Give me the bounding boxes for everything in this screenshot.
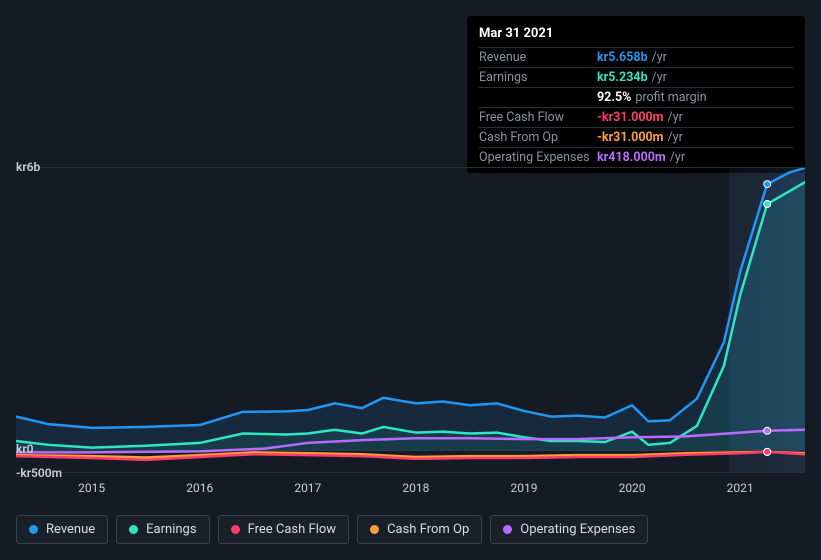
tooltip-value: -kr31.000m <box>597 130 664 145</box>
tooltip-label: Revenue <box>479 50 597 65</box>
tooltip-value: 92.5% <box>597 90 631 105</box>
legend-label: Revenue <box>46 522 95 537</box>
cursor-marker <box>764 448 771 455</box>
chart: kr6b kr0 -kr500m 2015 2016 2017 2018 2019 2020 20… <box>16 155 805 495</box>
tooltip-value: -kr31.000m <box>597 110 664 125</box>
x-tick-label: 2020 <box>619 481 646 495</box>
legend-item[interactable]: Revenue <box>16 515 108 544</box>
y-tick-label: kr0 <box>16 442 34 456</box>
tooltip-row: Revenuekr5.658b/yr <box>479 47 793 67</box>
legend-label: Earnings <box>146 522 196 537</box>
legend-swatch <box>370 525 379 534</box>
tooltip-label: Free Cash Flow <box>479 110 597 125</box>
plot-area[interactable] <box>16 167 805 473</box>
legend-swatch <box>503 525 512 534</box>
legend-label: Free Cash Flow <box>248 522 336 537</box>
legend-swatch <box>29 525 38 534</box>
x-tick-label: 2018 <box>402 481 429 495</box>
legend: Revenue Earnings Free Cash Flow Cash From O… <box>16 515 648 544</box>
tooltip-label: Cash From Op <box>479 130 597 145</box>
series-line <box>16 168 805 428</box>
tooltip-value: kr5.658b <box>597 50 648 65</box>
cursor-marker <box>764 427 771 434</box>
tooltip-unit: /yr <box>668 130 683 145</box>
cursor-marker <box>764 201 771 208</box>
tooltip-unit: profit margin <box>635 90 706 105</box>
tooltip-row: 92.5% profit margin <box>479 87 793 107</box>
x-tick-label: 2017 <box>294 481 321 495</box>
x-tick-label: 2019 <box>510 481 537 495</box>
x-tick-label: 2016 <box>186 481 213 495</box>
tooltip-label: Earnings <box>479 70 597 85</box>
y-tick-label: -kr500m <box>16 466 62 480</box>
cursor-marker <box>764 181 771 188</box>
tooltip-label <box>479 90 597 105</box>
tooltip-unit: /yr <box>668 110 683 125</box>
x-tick-label: 2021 <box>727 481 754 495</box>
legend-item[interactable]: Cash From Op <box>357 515 482 544</box>
legend-item[interactable]: Operating Expenses <box>490 515 648 544</box>
y-tick-label: kr6b <box>16 160 40 174</box>
tooltip-row: Earningskr5.234b/yr <box>479 67 793 87</box>
tooltip-row: Cash From Op-kr31.000m/yr <box>479 127 793 147</box>
tooltip-unit: /yr <box>652 70 667 85</box>
legend-label: Cash From Op <box>387 522 469 537</box>
tooltip-unit: /yr <box>652 50 667 65</box>
chart-svg <box>16 168 805 474</box>
legend-item[interactable]: Free Cash Flow <box>218 515 349 544</box>
x-tick-label: 2015 <box>78 481 105 495</box>
tooltip-value: kr5.234b <box>597 70 648 85</box>
legend-swatch <box>129 525 138 534</box>
legend-item[interactable]: Earnings <box>116 515 209 544</box>
tooltip-card: Mar 31 2021 Revenuekr5.658b/yrEarningskr… <box>467 16 805 173</box>
tooltip-date: Mar 31 2021 <box>479 24 793 47</box>
legend-swatch <box>231 525 240 534</box>
legend-label: Operating Expenses <box>520 522 635 537</box>
tooltip-row: Free Cash Flow-kr31.000m/yr <box>479 107 793 127</box>
